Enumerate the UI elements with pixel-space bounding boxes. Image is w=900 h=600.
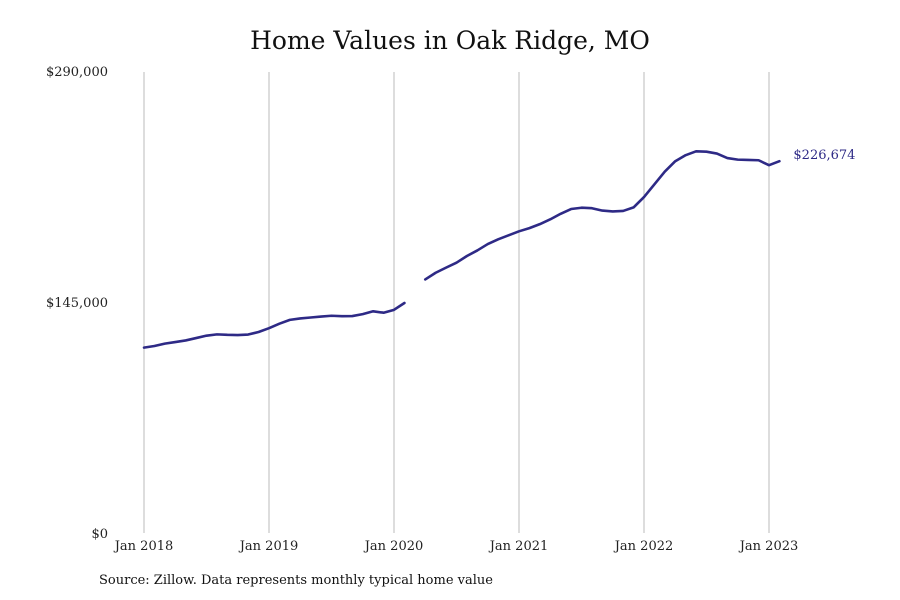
- source-note: Source: Zillow. Data represents monthly …: [99, 573, 493, 588]
- y-tick-label-0: $0: [91, 527, 108, 542]
- end-value-label: $226,674: [793, 148, 855, 163]
- y-axis-ticks: $0 $145,000 $290,000: [46, 65, 108, 542]
- x-tick-label-2023-01: Jan 2023: [738, 539, 799, 554]
- x-tick-label-2019-01: Jan 2019: [238, 539, 299, 554]
- x-tick-label-2020-01: Jan 2020: [363, 539, 424, 554]
- chart-title: Home Values in Oak Ridge, MO: [250, 26, 650, 55]
- series-layer: [142, 150, 781, 349]
- series-line-0: [142, 150, 781, 349]
- gridlines: [143, 72, 770, 533]
- y-tick-label-2: $290,000: [46, 65, 108, 80]
- x-tick-label-2018-01: Jan 2018: [113, 539, 174, 554]
- y-tick-label-1: $145,000: [46, 296, 108, 311]
- x-tick-label-2022-01: Jan 2022: [613, 539, 674, 554]
- x-tick-label-2021-01: Jan 2021: [488, 539, 549, 554]
- end-value-layer: $226,674: [793, 148, 855, 163]
- x-axis-ticks: Jan 2018 Jan 2019 Jan 2020 Jan 2021 Jan 2022…: [113, 539, 799, 554]
